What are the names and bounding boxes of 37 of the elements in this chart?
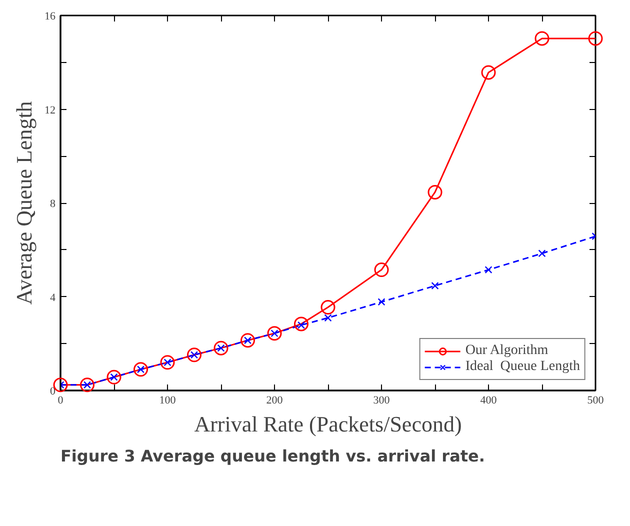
legend-label: Ideal Queue Length bbox=[465, 359, 580, 375]
point bbox=[588, 31, 603, 46]
y-axis-title: Average Queue Length bbox=[12, 101, 36, 305]
legend-label: Our Algorithm bbox=[465, 343, 548, 359]
point bbox=[106, 370, 122, 384]
y-tick-label: 0 bbox=[50, 386, 56, 398]
point bbox=[134, 362, 148, 377]
y-tick-label: 16 bbox=[44, 10, 56, 22]
point bbox=[484, 266, 492, 274]
y-tick-label: 4 bbox=[50, 292, 56, 304]
point bbox=[160, 355, 175, 370]
x-tick-label: 100 bbox=[159, 394, 176, 406]
point bbox=[320, 300, 336, 315]
point bbox=[324, 314, 332, 322]
x-tick-label: 0 bbox=[58, 394, 64, 406]
x-tick-label: 200 bbox=[266, 394, 284, 406]
x-tick-label: 400 bbox=[480, 394, 498, 406]
x-tick-label: 500 bbox=[587, 394, 604, 406]
x-tick-label: 300 bbox=[373, 394, 390, 406]
point bbox=[214, 340, 228, 356]
point bbox=[53, 378, 68, 392]
point bbox=[267, 326, 282, 341]
point bbox=[378, 298, 386, 306]
point bbox=[431, 282, 439, 290]
y-tick-label: 8 bbox=[50, 198, 56, 210]
point bbox=[240, 333, 255, 348]
caption: Figure 3 Average queue length vs. arrival rate. bbox=[60, 446, 485, 466]
point bbox=[538, 250, 546, 258]
point bbox=[428, 184, 442, 200]
y-tick-label: 12 bbox=[44, 104, 56, 116]
point bbox=[374, 262, 389, 278]
point bbox=[481, 65, 496, 80]
point bbox=[534, 31, 550, 46]
point bbox=[294, 316, 308, 332]
point bbox=[80, 378, 94, 392]
x-axis-title: Arrival Rate (Packets/Second) bbox=[194, 412, 462, 436]
point bbox=[187, 348, 202, 362]
